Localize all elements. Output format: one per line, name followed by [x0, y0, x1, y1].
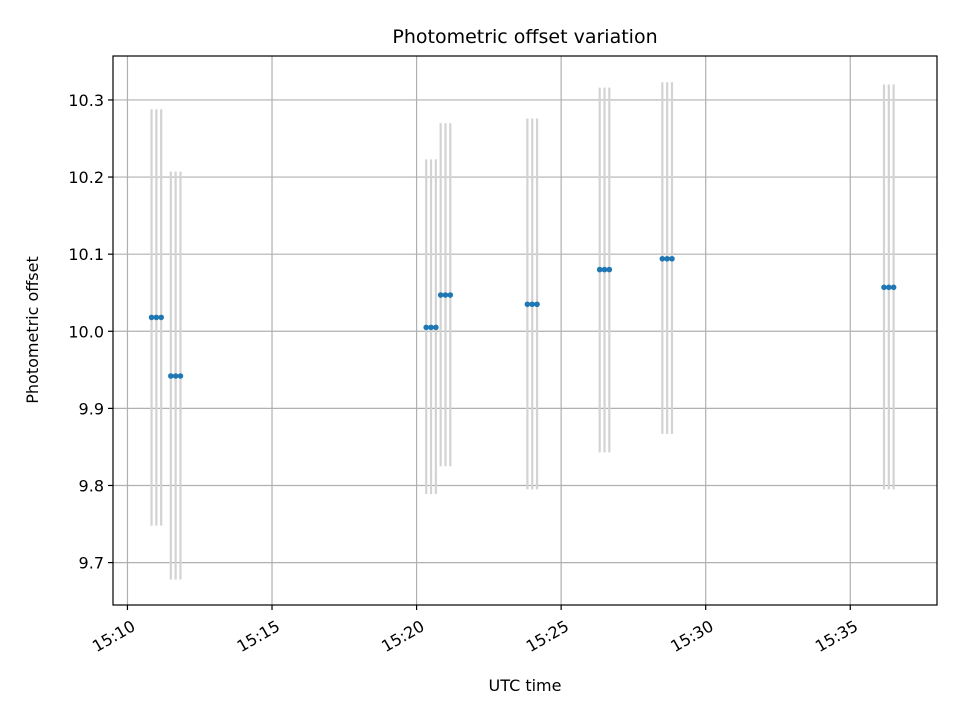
data-point — [447, 292, 454, 298]
grid-lines — [113, 56, 937, 605]
data-point — [153, 314, 160, 321]
data-point — [596, 266, 603, 273]
data-point — [177, 373, 184, 379]
y-tick-label: 10.0 — [68, 322, 104, 341]
data-point — [437, 292, 444, 298]
data-point — [601, 266, 608, 273]
data-point — [890, 284, 897, 291]
y-axis-ticks: 9.7 9.8 9.9 10.0 10.1 10.2 10.3 — [68, 91, 113, 573]
y-tick-label: 9.9 — [79, 399, 104, 418]
chart-title: Photometric offset variation — [392, 26, 657, 48]
y-tick-label: 9.8 — [79, 476, 104, 495]
data-point — [664, 255, 670, 262]
y-tick-label: 10.2 — [68, 168, 104, 187]
y-axis-label: Photometric offset — [23, 256, 42, 404]
data-points — [148, 255, 897, 379]
y-tick-label: 10.1 — [68, 245, 104, 264]
data-point — [524, 301, 531, 308]
plot-frame — [112, 55, 938, 606]
data-point — [158, 314, 164, 321]
data-point — [606, 266, 613, 273]
data-point — [529, 301, 536, 308]
data-point — [433, 324, 439, 331]
data-point — [168, 373, 174, 379]
data-point — [423, 324, 430, 331]
data-point — [534, 301, 540, 308]
data-point — [442, 292, 449, 298]
data-point — [428, 324, 434, 331]
y-tick-label: 10.3 — [68, 91, 104, 110]
data-point — [881, 284, 887, 291]
data-point — [172, 373, 179, 379]
y-tick-label: 9.7 — [79, 554, 104, 573]
data-point — [148, 314, 155, 321]
data-point — [669, 255, 675, 262]
x-axis-label: UTC time — [489, 676, 562, 695]
data-point — [886, 284, 892, 291]
data-point — [659, 255, 666, 262]
